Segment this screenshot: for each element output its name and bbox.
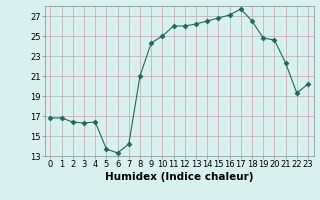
X-axis label: Humidex (Indice chaleur): Humidex (Indice chaleur) bbox=[105, 172, 253, 182]
